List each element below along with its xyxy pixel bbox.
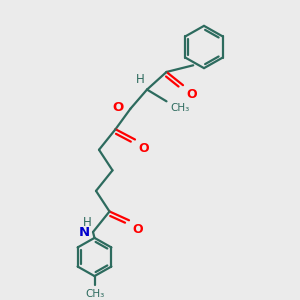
Text: O: O <box>187 88 197 100</box>
Text: O: O <box>139 142 149 155</box>
Text: CH₃: CH₃ <box>170 103 189 113</box>
Text: H: H <box>136 73 145 86</box>
Text: N: N <box>78 226 89 238</box>
Text: O: O <box>113 101 124 114</box>
Text: H: H <box>83 216 92 229</box>
Text: CH₃: CH₃ <box>85 289 104 299</box>
Text: O: O <box>133 223 143 236</box>
